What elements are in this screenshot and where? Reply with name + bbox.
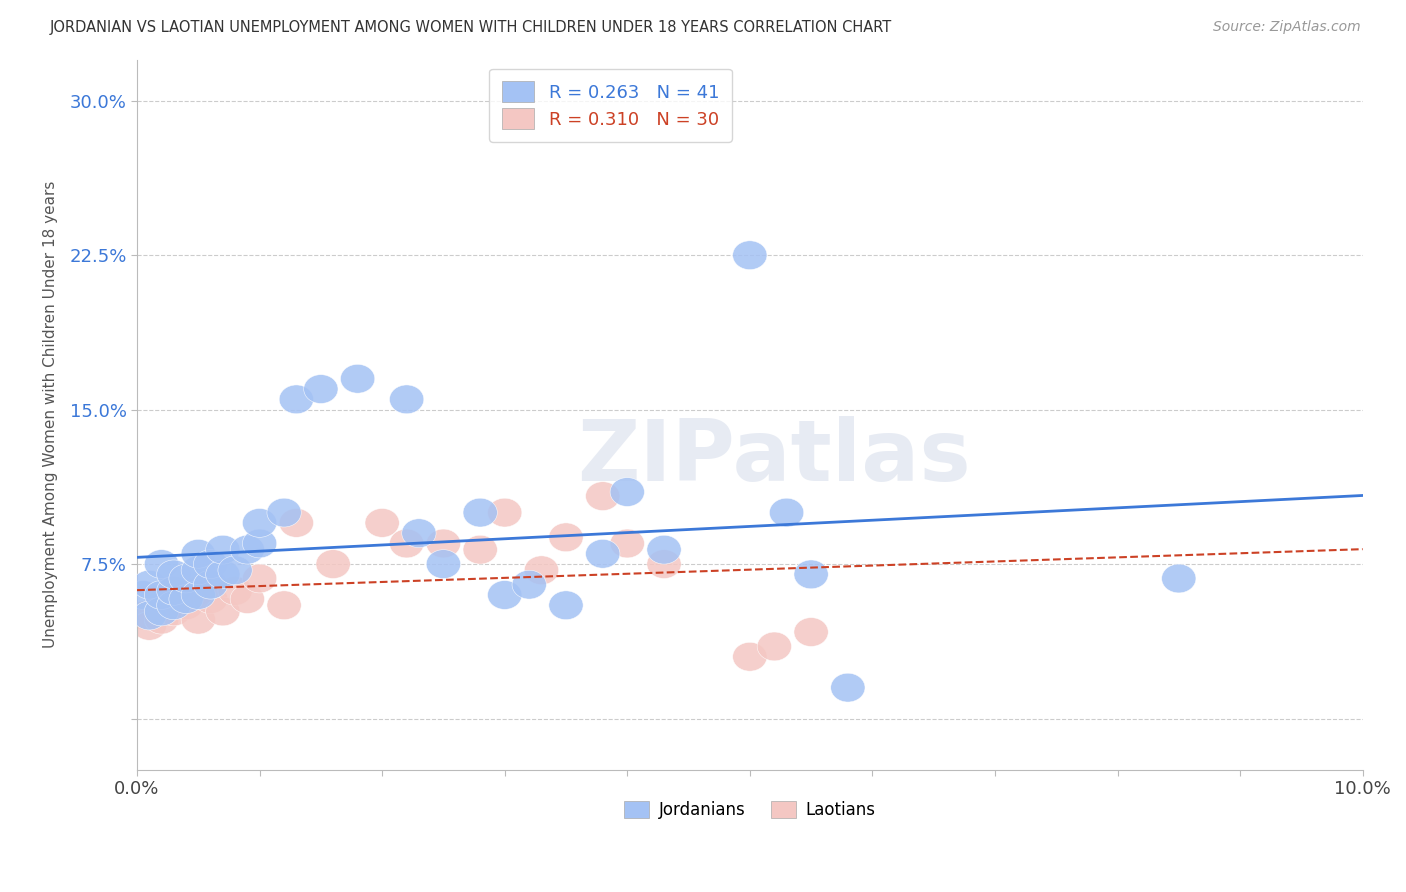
Ellipse shape <box>231 584 264 614</box>
Ellipse shape <box>156 597 191 626</box>
Y-axis label: Unemployment Among Women with Children Under 18 years: Unemployment Among Women with Children U… <box>44 181 58 648</box>
Ellipse shape <box>794 617 828 647</box>
Ellipse shape <box>145 581 179 609</box>
Ellipse shape <box>548 591 583 620</box>
Ellipse shape <box>610 477 644 507</box>
Ellipse shape <box>426 529 461 558</box>
Ellipse shape <box>304 375 337 403</box>
Ellipse shape <box>340 364 375 393</box>
Ellipse shape <box>156 560 191 589</box>
Ellipse shape <box>205 597 240 626</box>
Ellipse shape <box>181 556 215 584</box>
Text: ZIPatlas: ZIPatlas <box>578 416 972 499</box>
Ellipse shape <box>389 529 423 558</box>
Ellipse shape <box>169 591 204 620</box>
Ellipse shape <box>127 601 160 630</box>
Ellipse shape <box>231 535 264 564</box>
Ellipse shape <box>647 549 681 579</box>
Ellipse shape <box>585 482 620 510</box>
Ellipse shape <box>156 591 191 620</box>
Ellipse shape <box>242 564 277 593</box>
Ellipse shape <box>181 581 215 609</box>
Ellipse shape <box>194 584 228 614</box>
Ellipse shape <box>733 241 768 269</box>
Ellipse shape <box>488 499 522 527</box>
Ellipse shape <box>280 385 314 414</box>
Ellipse shape <box>127 581 160 609</box>
Ellipse shape <box>156 576 191 606</box>
Ellipse shape <box>267 591 301 620</box>
Ellipse shape <box>794 560 828 589</box>
Ellipse shape <box>242 508 277 537</box>
Ellipse shape <box>169 564 204 593</box>
Ellipse shape <box>194 549 228 579</box>
Legend: Jordanians, Laotians: Jordanians, Laotians <box>617 794 883 826</box>
Ellipse shape <box>512 570 547 599</box>
Ellipse shape <box>267 499 301 527</box>
Ellipse shape <box>181 576 215 606</box>
Ellipse shape <box>610 529 644 558</box>
Ellipse shape <box>194 570 228 599</box>
Ellipse shape <box>769 499 804 527</box>
Ellipse shape <box>548 523 583 552</box>
Ellipse shape <box>132 570 166 599</box>
Ellipse shape <box>145 549 179 579</box>
Ellipse shape <box>524 556 558 584</box>
Text: JORDANIAN VS LAOTIAN UNEMPLOYMENT AMONG WOMEN WITH CHILDREN UNDER 18 YEARS CORRE: JORDANIAN VS LAOTIAN UNEMPLOYMENT AMONG … <box>49 20 891 35</box>
Ellipse shape <box>758 632 792 661</box>
Text: Source: ZipAtlas.com: Source: ZipAtlas.com <box>1213 20 1361 34</box>
Ellipse shape <box>205 560 240 589</box>
Ellipse shape <box>242 529 277 558</box>
Ellipse shape <box>169 584 204 614</box>
Ellipse shape <box>145 606 179 634</box>
Ellipse shape <box>488 581 522 609</box>
Ellipse shape <box>145 584 179 614</box>
Ellipse shape <box>156 576 191 606</box>
Ellipse shape <box>831 673 865 702</box>
Ellipse shape <box>181 606 215 634</box>
Ellipse shape <box>366 508 399 537</box>
Ellipse shape <box>1161 564 1197 593</box>
Ellipse shape <box>205 535 240 564</box>
Ellipse shape <box>145 597 179 626</box>
Ellipse shape <box>463 499 498 527</box>
Ellipse shape <box>402 519 436 548</box>
Ellipse shape <box>389 385 423 414</box>
Ellipse shape <box>463 535 498 564</box>
Ellipse shape <box>132 611 166 640</box>
Ellipse shape <box>647 535 681 564</box>
Ellipse shape <box>280 508 314 537</box>
Ellipse shape <box>181 540 215 568</box>
Ellipse shape <box>585 540 620 568</box>
Ellipse shape <box>218 576 252 606</box>
Ellipse shape <box>316 549 350 579</box>
Ellipse shape <box>218 556 252 584</box>
Ellipse shape <box>132 601 166 630</box>
Ellipse shape <box>426 549 461 579</box>
Ellipse shape <box>733 642 768 671</box>
